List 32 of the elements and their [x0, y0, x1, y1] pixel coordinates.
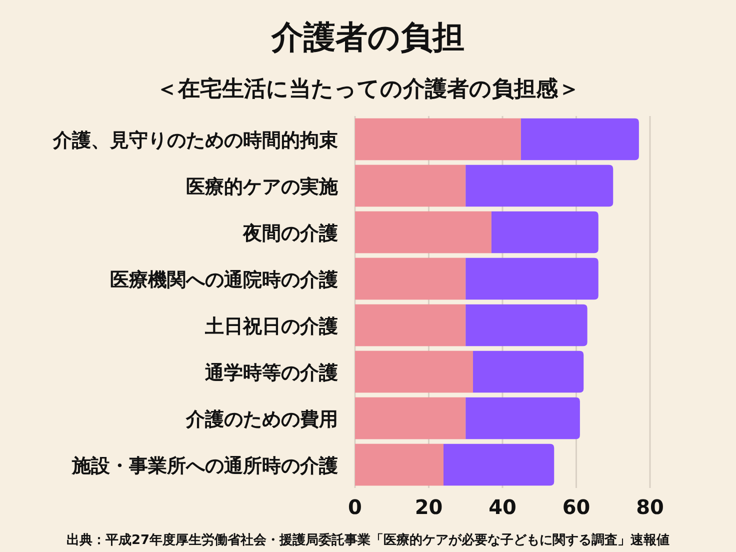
bar: [355, 118, 521, 160]
chart-subtitle: ＜在宅生活に当たっての介護者の負担感＞: [156, 76, 580, 102]
bar: [473, 350, 584, 393]
y-tick-label: 医療機関への通院時の介護: [110, 268, 338, 291]
bar: [355, 211, 492, 254]
y-tick-label: 夜間の介護: [242, 222, 338, 244]
x-tick-label: 0: [348, 495, 362, 519]
bar: [355, 397, 466, 440]
bar: [355, 350, 473, 393]
x-tick-label: 40: [488, 495, 516, 519]
y-tick-label: 土日祝日の介護: [204, 315, 338, 338]
bar: [466, 397, 580, 440]
bar: [466, 164, 614, 207]
x-tick-label: 60: [562, 495, 590, 519]
bar: [466, 258, 598, 300]
bar: [491, 211, 598, 254]
bar: [355, 444, 444, 486]
x-tick-label: 80: [636, 495, 664, 519]
bar: [444, 444, 554, 486]
bar: [355, 258, 466, 300]
y-tick-label: 介護、見守りのための時間的拘束: [52, 129, 338, 152]
y-tick-label: 介護のための費用: [185, 408, 338, 430]
bar: [355, 304, 466, 346]
y-tick-label: 通学時等の介護: [204, 362, 338, 384]
bar: [520, 118, 639, 160]
bar: [466, 304, 588, 346]
y-tick-label: 医療的ケアの実施: [186, 176, 339, 198]
chart-title: 介護者の負担: [270, 18, 464, 56]
x-tick-label: 20: [414, 495, 443, 519]
source-note: 出典：平成27年度厚生労働省社会・援護局委託事業「医療的ケアが必要な子どもに関する調査」速報値: [66, 532, 670, 548]
y-tick-label: 施設・事業所への通所時の介護: [71, 454, 338, 477]
bar: [355, 164, 466, 207]
